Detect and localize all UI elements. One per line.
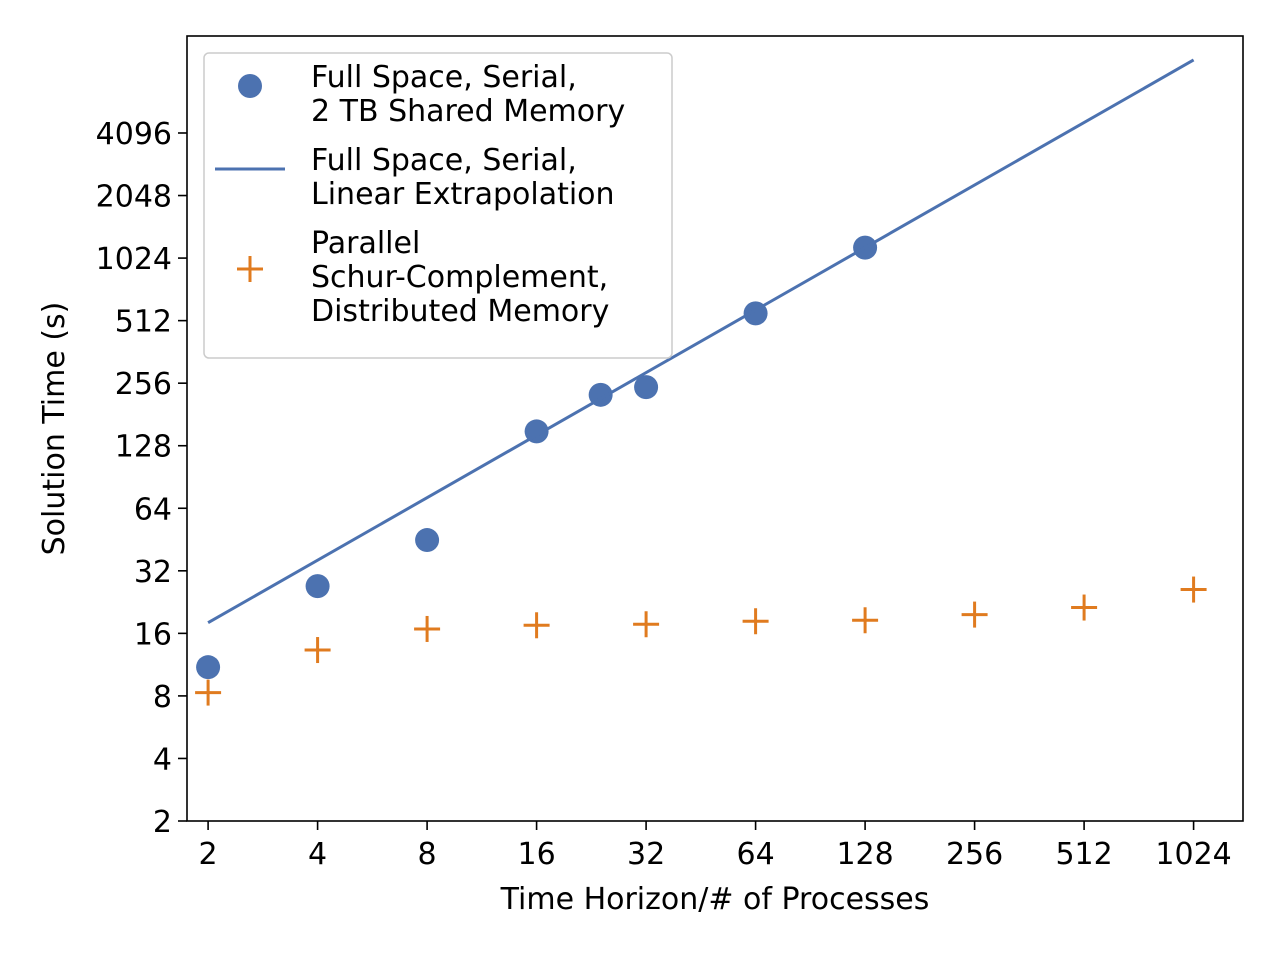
legend-label: Full Space, Serial, xyxy=(311,143,577,178)
data-point-circle xyxy=(196,655,221,680)
legend-label: 2 TB Shared Memory xyxy=(311,94,625,129)
extrapolation-line xyxy=(207,58,1195,625)
plot-area xyxy=(195,58,1207,706)
y-axis-label: Solution Time (s) xyxy=(37,302,72,556)
x-tick-label: 4 xyxy=(308,837,327,872)
plot-frame xyxy=(186,35,1244,822)
x-tick-label: 1024 xyxy=(1155,837,1231,872)
data-point-plus xyxy=(633,611,660,638)
data-point-circle xyxy=(634,375,659,400)
x-axis-label: Time Horizon/# of Processes xyxy=(500,882,930,917)
y-tick-label: 16 xyxy=(134,617,172,652)
data-point-plus xyxy=(1071,594,1098,621)
data-point-circle xyxy=(305,574,330,599)
y-tick-label: 256 xyxy=(115,367,172,402)
data-point-plus xyxy=(1180,576,1207,603)
legend-marker-circle xyxy=(238,74,262,98)
axes: 2 4 8 16 32 64 128 256 512 1024 2 4 8 16 32 64 128 256 512… xyxy=(96,35,1244,872)
series-2 xyxy=(195,576,1207,706)
legend-label: Schur-Complement, xyxy=(311,260,608,295)
y-tick-label: 4 xyxy=(153,742,172,777)
y-tick-label: 128 xyxy=(115,430,172,465)
y-tick-label: 512 xyxy=(115,305,172,340)
y-tick-label: 2 xyxy=(153,805,172,840)
data-point-circle xyxy=(415,528,440,553)
x-tick-label: 16 xyxy=(518,837,556,872)
x-tick-label: 2 xyxy=(199,837,218,872)
x-tick-label: 512 xyxy=(1055,837,1112,872)
data-point-plus xyxy=(961,601,988,628)
data-point-plus xyxy=(523,612,550,639)
data-point-plus xyxy=(852,607,879,634)
y-tick-label: 2048 xyxy=(96,180,172,215)
data-point-plus xyxy=(742,608,769,635)
data-point-plus xyxy=(195,679,222,706)
x-tick-label: 64 xyxy=(736,837,774,872)
y-tick-label: 32 xyxy=(134,555,172,590)
y-tick-label: 8 xyxy=(153,680,172,715)
data-point-plus xyxy=(414,615,441,642)
x-tick-label: 8 xyxy=(418,837,437,872)
legend-label: Full Space, Serial, xyxy=(311,60,577,95)
legend: Full Space, Serial,2 TB Shared MemoryFul… xyxy=(203,52,673,359)
data-point-plus xyxy=(304,637,331,664)
y-tick-label: 4096 xyxy=(96,117,172,152)
legend-box xyxy=(203,52,673,359)
x-tick-label: 256 xyxy=(946,837,1003,872)
series-1 xyxy=(207,58,1195,625)
legend-label: Parallel xyxy=(311,226,420,261)
legend-label: Distributed Memory xyxy=(311,294,609,329)
legend-label: Linear Extrapolation xyxy=(311,177,615,212)
y-tick-label: 64 xyxy=(134,492,172,527)
y-tick-label: 1024 xyxy=(96,242,172,277)
x-tick-label: 128 xyxy=(836,837,893,872)
x-tick-label: 32 xyxy=(627,837,665,872)
